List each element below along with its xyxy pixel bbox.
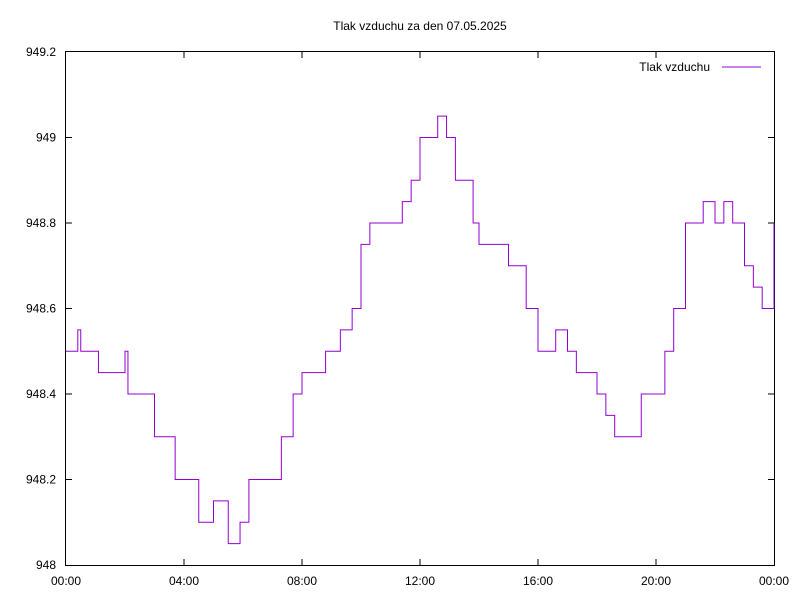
x-tick-label: 08:00 (287, 574, 317, 588)
x-tick-label: 00:00 (759, 574, 789, 588)
legend-label: Tlak vzduchu (639, 60, 710, 74)
x-tick-label: 04:00 (169, 574, 199, 588)
y-tick-label: 948.4 (26, 387, 56, 401)
y-tick-label: 949.2 (26, 45, 56, 59)
legend: Tlak vzduchu (639, 60, 761, 74)
plot-border (65, 51, 775, 566)
x-axis: 00:00 04:00 08:00 12:00 16:00 20:00 00:00 (51, 52, 789, 588)
chart-title: Tlak vzduchu za den 07.05.2025 (333, 19, 507, 33)
x-tick-label: 00:00 (51, 574, 81, 588)
series-line-0 (66, 115, 775, 545)
y-axis: 948 948.2 948.4 948.6 948.8 949 949.2 (26, 45, 774, 572)
x-tick-label: 16:00 (523, 574, 553, 588)
y-tick-label: 948.6 (26, 302, 56, 316)
x-tick-label: 20:00 (641, 574, 671, 588)
y-tick-label: 948 (36, 558, 56, 572)
y-tick-label: 948.2 (26, 473, 56, 487)
y-tick-label: 949 (36, 131, 56, 145)
y-tick-label: 948.8 (26, 216, 56, 230)
x-tick-label: 12:00 (405, 574, 435, 588)
series-layer (66, 115, 775, 545)
